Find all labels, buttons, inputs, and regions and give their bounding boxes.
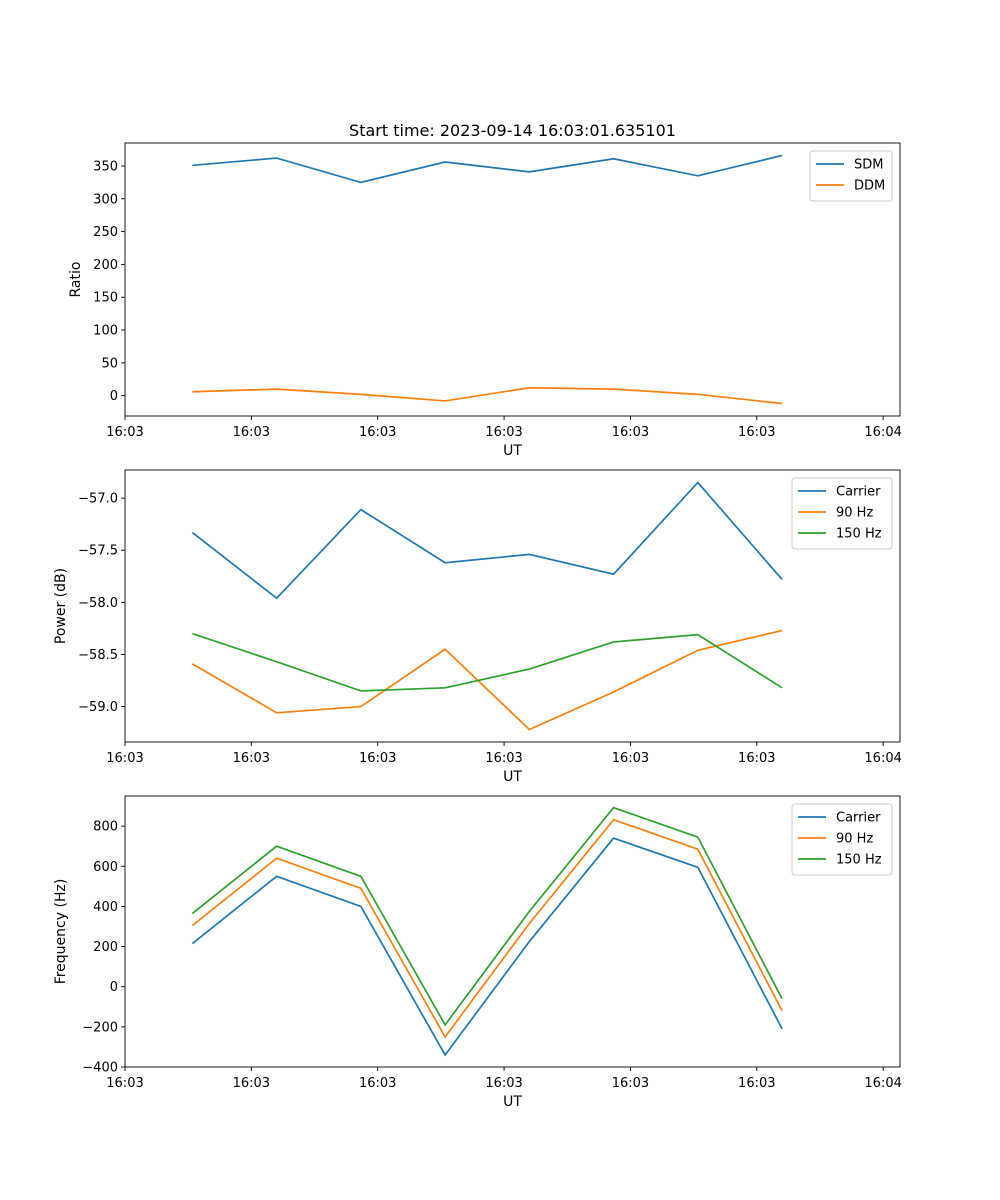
chart-2: −59.0 −58.5 −58.0 −57.5 −57.0 16:03 16:03 16:03… <box>53 469 902 785</box>
x-tick-label: 16:03 <box>106 1076 143 1091</box>
x-tick-label: 16:03 <box>612 751 649 766</box>
series-line-150-hz <box>191 806 783 1027</box>
series-line-ddm <box>192 386 783 405</box>
legend-label: 90 Hz <box>836 506 873 521</box>
x-tick-label: 16:03 <box>359 751 396 766</box>
x-tick-label: 16:03 <box>485 751 522 766</box>
y-tick-label: −400 <box>82 1061 118 1076</box>
x-axis-label: UT <box>503 443 522 459</box>
x-tick-label: 16:03 <box>738 751 775 766</box>
chart-title: Start time: 2023-09-14 16:03:01.635101 <box>349 121 676 140</box>
y-tick-label: 100 <box>93 324 118 339</box>
x-tick-label: 16:03 <box>612 1076 649 1091</box>
y-tick-label: 250 <box>93 225 118 240</box>
chart-1: 0 50 100 150 200 250 300 350 16:03 16:03 16:03 16:0… <box>68 121 902 459</box>
x-tick-label: 16:03 <box>738 1076 775 1091</box>
plot-frame <box>124 469 901 743</box>
series-line-carrier <box>191 837 783 1057</box>
x-tick-label: 16:03 <box>359 425 396 440</box>
y-tick-label: 350 <box>93 159 118 174</box>
y-tick-label: 0 <box>110 389 118 404</box>
x-tick-label: 16:03 <box>233 1076 270 1091</box>
x-tick-label: 16:03 <box>485 1076 522 1091</box>
y-tick-label: −200 <box>82 1020 118 1035</box>
x-tick-label: 16:03 <box>738 425 775 440</box>
legend-label: 90 Hz <box>836 832 873 847</box>
x-tick-label: 16:04 <box>864 751 901 766</box>
legend-box <box>791 803 893 876</box>
x-tick-label: 16:04 <box>864 1076 901 1091</box>
y-tick-label: 800 <box>93 820 118 835</box>
y-tick-label: −58.0 <box>78 596 118 611</box>
y-tick-label: 600 <box>93 860 118 875</box>
plot-frame <box>124 795 901 1068</box>
series-line-90-hz <box>191 629 783 731</box>
legend: Carrier 90 Hz 150 Hz <box>791 477 893 550</box>
series-line-carrier <box>191 481 783 600</box>
y-tick-label: 200 <box>93 258 118 273</box>
legend-label: SDM <box>854 158 883 173</box>
legend-label: 150 Hz <box>836 527 882 542</box>
x-tick-label: 16:03 <box>233 425 270 440</box>
series-line-sdm <box>192 154 783 184</box>
plot-frame <box>124 142 901 417</box>
legend-label: 150 Hz <box>836 853 882 868</box>
y-tick-label: 300 <box>93 192 118 207</box>
y-tick-label: 50 <box>101 356 118 371</box>
legend: Carrier 90 Hz 150 Hz <box>791 803 893 876</box>
series-line-150-hz <box>192 632 783 692</box>
series-line-90-hz <box>191 818 783 1039</box>
y-tick-label: −58.5 <box>78 648 118 663</box>
x-tick-label: 16:04 <box>864 425 901 440</box>
x-tick-label: 16:03 <box>233 751 270 766</box>
y-axis-label: Frequency (Hz) <box>53 879 69 985</box>
y-tick-label: 0 <box>110 980 118 995</box>
y-tick-label: −57.0 <box>78 492 118 507</box>
legend-label: Carrier <box>836 811 881 826</box>
y-tick-label: −57.5 <box>78 544 118 559</box>
x-axis-label: UT <box>503 769 522 785</box>
legend: SDM DDM <box>809 150 893 202</box>
y-tick-label: −59.0 <box>78 700 118 715</box>
y-axis-label: Power (dB) <box>53 568 69 644</box>
x-axis-label: UT <box>503 1094 522 1110</box>
x-tick-label: 16:03 <box>485 425 522 440</box>
legend-label: Carrier <box>836 485 881 500</box>
legend-box <box>791 477 893 550</box>
x-tick-label: 16:03 <box>106 751 143 766</box>
legend-label: DDM <box>854 179 885 194</box>
y-tick-label: 400 <box>93 900 118 915</box>
x-tick-label: 16:03 <box>612 425 649 440</box>
y-axis-label: Ratio <box>68 262 84 298</box>
y-tick-label: 200 <box>93 940 118 955</box>
chart-3: −400 −200 0 200 400 600 800 16:03 16:03 16:03 16:0… <box>53 795 902 1110</box>
y-tick-label: 150 <box>93 291 118 306</box>
x-tick-label: 16:03 <box>359 1076 396 1091</box>
x-tick-label: 16:03 <box>106 425 143 440</box>
